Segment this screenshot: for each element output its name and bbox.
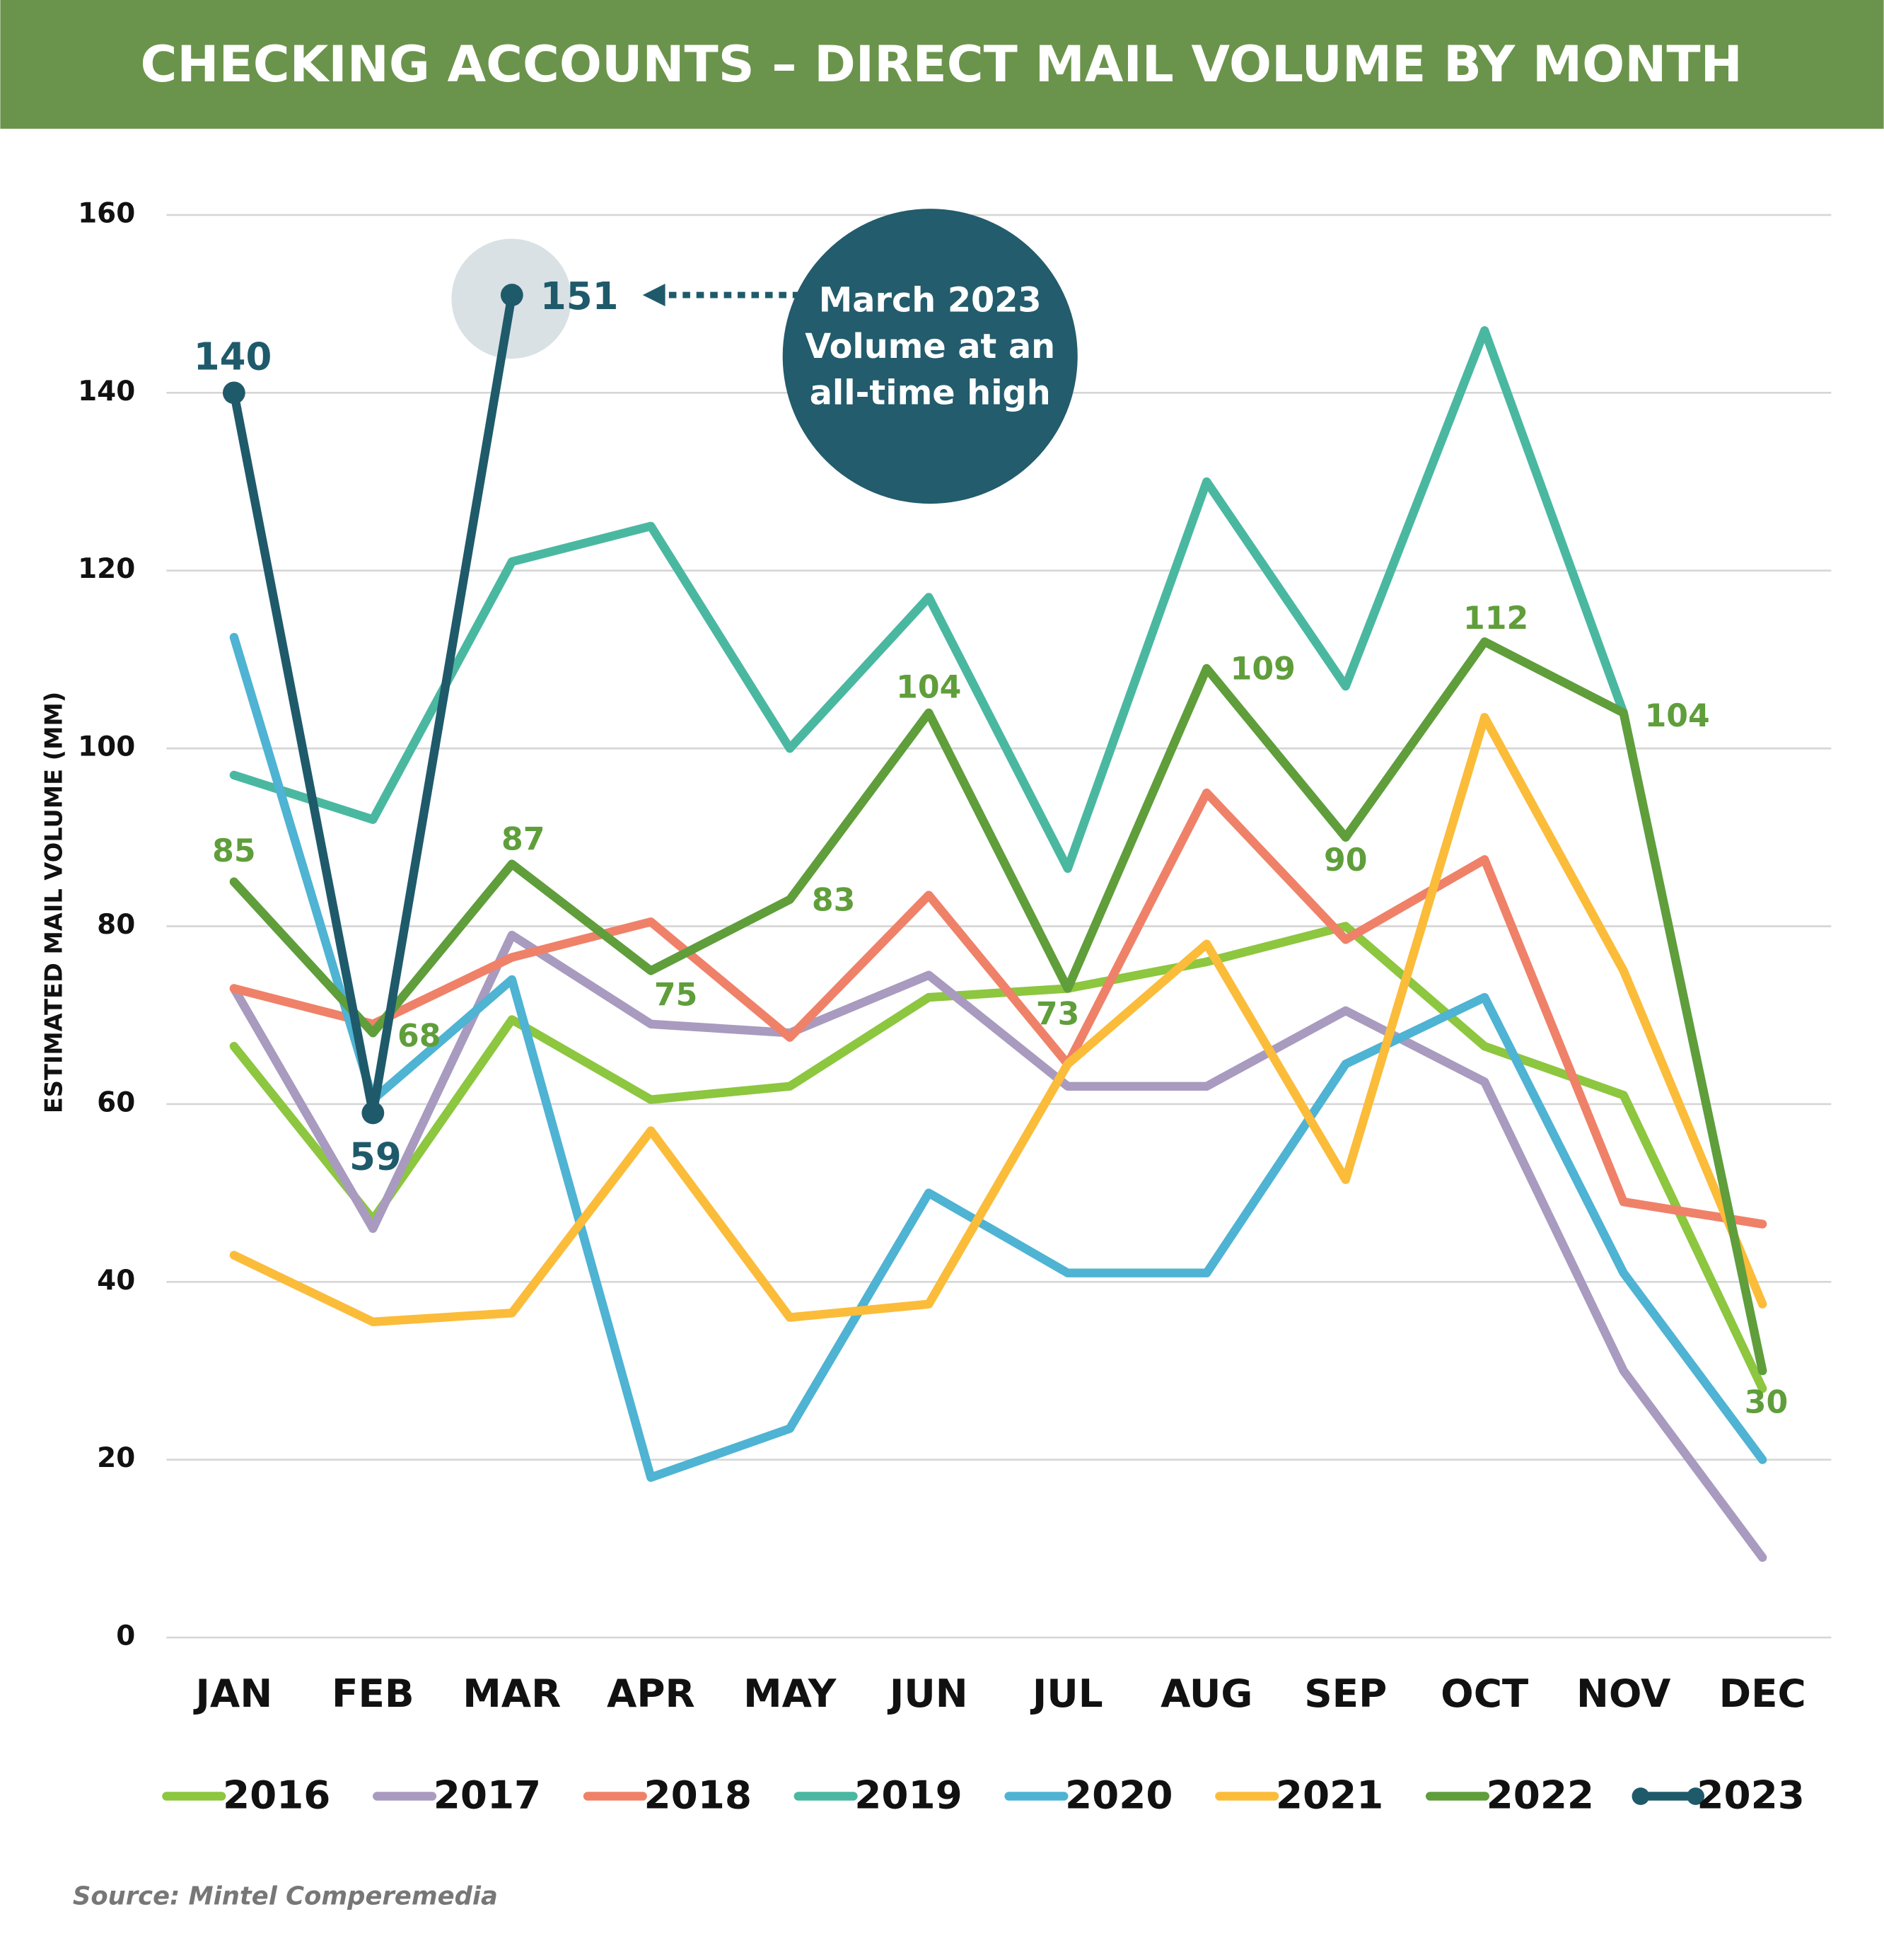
data-label: 112 bbox=[1463, 601, 1528, 637]
data-label: 83 bbox=[812, 882, 855, 918]
data-label: 104 bbox=[1645, 698, 1710, 734]
chart-title: CHECKING ACCOUNTS – DIRECT MAIL VOLUME B… bbox=[140, 35, 1742, 93]
series-line bbox=[229, 712, 1767, 1327]
legend-marker bbox=[1687, 1787, 1705, 1805]
x-tick-label: MAY bbox=[743, 1671, 837, 1716]
y-tick-label: 120 bbox=[78, 553, 135, 585]
x-tick-label: FEB bbox=[332, 1671, 414, 1716]
legend-label: 2021 bbox=[1276, 1772, 1383, 1817]
data-label: 73 bbox=[1036, 996, 1079, 1032]
x-tick-label: AUG bbox=[1161, 1671, 1252, 1716]
x-tick-label: JUN bbox=[887, 1671, 968, 1716]
x-tick-label: JAN bbox=[193, 1671, 273, 1716]
data-label: 104 bbox=[896, 669, 961, 705]
y-tick-label: 60 bbox=[97, 1086, 135, 1118]
point bbox=[361, 1101, 385, 1125]
x-tick-label: MAR bbox=[463, 1671, 561, 1716]
legend-label: 2020 bbox=[1065, 1772, 1173, 1817]
data-label: 75 bbox=[654, 977, 697, 1013]
data-label: 109 bbox=[1231, 651, 1296, 688]
legend-label: 2019 bbox=[854, 1772, 962, 1817]
y-tick-label: 80 bbox=[97, 909, 135, 941]
header-band bbox=[0, 0, 1884, 129]
point bbox=[222, 381, 245, 405]
y-axis-label: ESTIMATED MAIL VOLUME (MM) bbox=[40, 692, 68, 1113]
annotation-text: Volume at an bbox=[805, 327, 1055, 366]
source: Source: Mintel Comperemedia bbox=[73, 1882, 498, 1911]
data-label: 151 bbox=[540, 274, 619, 318]
y-tick-label: 0 bbox=[116, 1620, 135, 1652]
legend-label: 2023 bbox=[1697, 1772, 1804, 1817]
y-tick-label: 160 bbox=[78, 197, 135, 229]
y-tick-label: 100 bbox=[78, 731, 135, 763]
data-label: 59 bbox=[349, 1135, 402, 1178]
x-tick-label: JUL bbox=[1030, 1671, 1103, 1716]
data-label: 140 bbox=[194, 335, 272, 378]
legend-label: 2016 bbox=[223, 1772, 330, 1817]
series-line bbox=[229, 788, 1767, 1229]
data-label: 30 bbox=[1745, 1385, 1788, 1421]
grid bbox=[166, 214, 1832, 1639]
series-line bbox=[229, 326, 1767, 1376]
annotation-text: all-time high bbox=[810, 373, 1051, 412]
x-tick-label: SEP bbox=[1304, 1671, 1387, 1716]
legend-label: 2018 bbox=[644, 1772, 752, 1817]
annotation-text: March 2023 bbox=[819, 282, 1042, 320]
y-tick-label: 40 bbox=[97, 1265, 135, 1297]
arrow-head bbox=[642, 284, 665, 306]
series-line bbox=[229, 922, 1767, 1393]
legend-marker bbox=[1632, 1787, 1650, 1805]
data-label: 68 bbox=[397, 1018, 441, 1054]
x-tick-label: OCT bbox=[1441, 1671, 1529, 1716]
legend-label: 2017 bbox=[434, 1772, 541, 1817]
series-line bbox=[229, 637, 1767, 1376]
annotation-bubble bbox=[782, 209, 1078, 504]
series-line bbox=[229, 632, 1767, 1482]
point bbox=[500, 284, 523, 306]
x-tick-label: DEC bbox=[1719, 1671, 1806, 1716]
y-tick-label: 20 bbox=[97, 1442, 135, 1474]
series-line bbox=[229, 290, 517, 1118]
series-line bbox=[229, 930, 1767, 1562]
x-tick-label: NOV bbox=[1576, 1671, 1671, 1716]
y-tick-label: 140 bbox=[78, 376, 135, 407]
legend-label: 2022 bbox=[1487, 1772, 1594, 1817]
data-label: 87 bbox=[501, 822, 545, 858]
data-label: 90 bbox=[1324, 842, 1367, 878]
x-tick-label: APR bbox=[607, 1671, 695, 1716]
data-label: 85 bbox=[212, 833, 255, 869]
